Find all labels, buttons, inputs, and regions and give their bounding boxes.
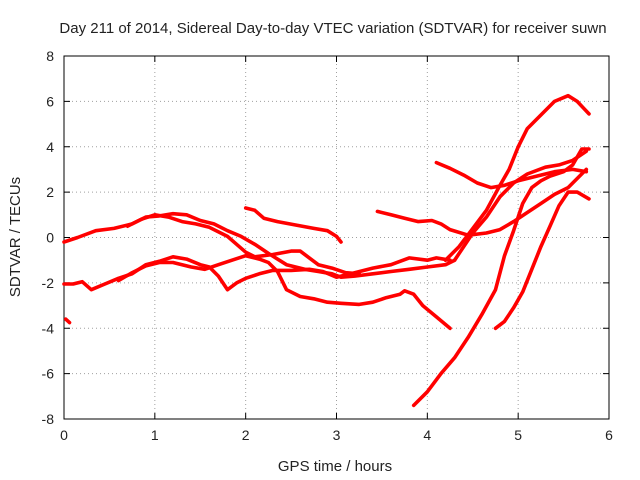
x-tick-label: 1 — [151, 427, 159, 443]
y-tick-label: 0 — [46, 230, 54, 246]
series-line-sat-j — [443, 93, 591, 262]
y-axis-label: SDTVAR / TECUs — [7, 177, 24, 297]
x-tick-label: 0 — [60, 427, 68, 443]
grid-lines — [64, 56, 609, 419]
data-series — [62, 93, 591, 408]
series-line-sat-a — [62, 211, 457, 279]
x-tick-label: 5 — [514, 427, 522, 443]
x-tick-labels: 0 1 2 3 4 5 6 — [60, 427, 613, 443]
x-axis-label: GPS time / hours — [278, 458, 392, 475]
x-tick-label: 3 — [333, 427, 341, 443]
series-line-sat-l — [64, 317, 72, 325]
series-line-sat-i — [411, 147, 591, 408]
series-line-sat-k — [493, 190, 591, 331]
series-line-sat-b — [62, 255, 452, 292]
x-tick-label: 4 — [423, 427, 431, 443]
series-line-sat-d — [116, 253, 452, 331]
series-line-sat-h — [452, 149, 589, 262]
axis-ticks — [63, 55, 610, 420]
y-tick-label: 6 — [46, 93, 54, 109]
series-line-sat-c — [125, 213, 361, 276]
y-tick-label: 2 — [46, 184, 54, 200]
series-line-sat-f — [375, 167, 589, 237]
series-line-sat-e — [243, 206, 343, 244]
x-tick-label: 6 — [605, 427, 613, 443]
y-tick-labels: -8 -6 -4 -2 0 2 4 6 8 — [42, 48, 55, 427]
y-tick-label: -6 — [42, 366, 55, 382]
y-tick-label: 4 — [46, 139, 54, 155]
y-tick-label: -2 — [42, 275, 55, 291]
y-tick-label: 8 — [46, 48, 54, 64]
x-tick-label: 2 — [242, 427, 250, 443]
chart-title: Day 211 of 2014, Sidereal Day-to-day VTE… — [59, 20, 606, 37]
y-tick-label: -8 — [42, 411, 55, 427]
y-tick-label: -4 — [42, 320, 55, 336]
